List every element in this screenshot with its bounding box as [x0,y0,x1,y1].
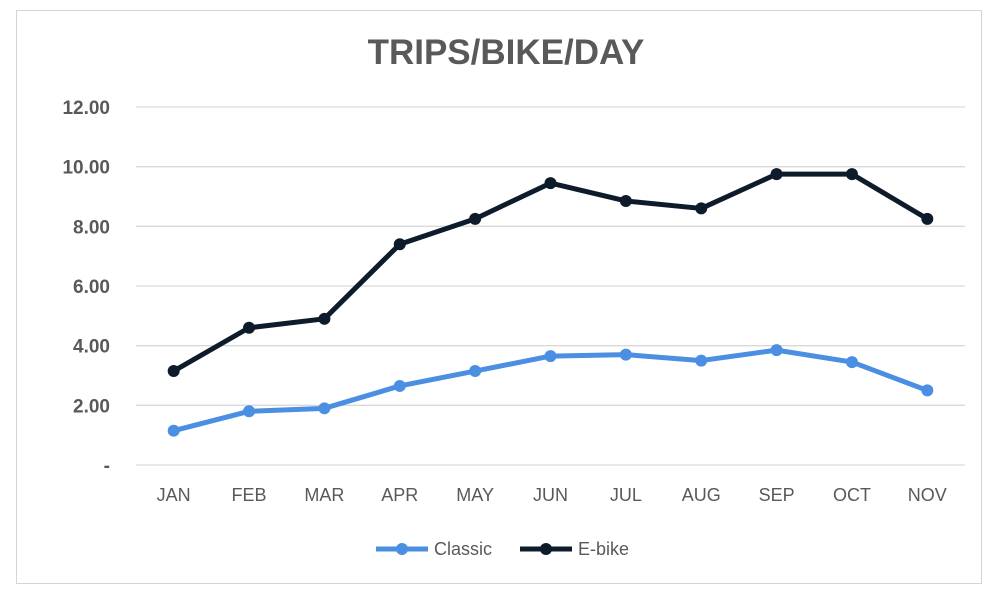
data-point-classic [393,379,406,392]
x-tick-label: JUN [533,485,568,505]
series-group [167,168,934,437]
x-tick-label: JUL [610,485,642,505]
series-line-e-bike [171,171,930,374]
data-point-e-bike [469,212,482,225]
x-tick-label: AUG [682,485,721,505]
y-tick-label: 2.00 [73,396,110,417]
data-point-e-bike [770,168,783,181]
chart-title: TRIPS/BIKE/DAY [368,33,645,72]
series-e-bike [167,168,934,378]
data-point-classic [469,365,482,378]
x-tick-label: MAY [456,485,494,505]
x-tick-label: NOV [908,485,947,505]
y-tick-label: - [104,456,110,477]
chart-frame [16,10,982,584]
y-tick-label: 12.00 [62,98,110,119]
y-tick-label: 4.00 [73,337,110,358]
legend-item-classic: Classic [376,539,492,559]
data-point-e-bike [318,312,331,325]
x-tick-label: MAR [304,485,344,505]
legend-item-e-bike: E-bike [520,539,629,559]
x-tick-label: JAN [157,485,191,505]
data-point-e-bike [845,168,858,181]
data-point-e-bike [393,238,406,251]
data-point-classic [243,405,256,418]
data-point-classic [318,402,331,415]
legend-marker-e-bike [540,543,552,555]
data-point-classic [845,356,858,369]
data-point-classic [695,354,708,367]
y-axis-ticks: - 2.00 4.00 6.00 8.00 10.00 12.00 [62,98,110,477]
y-tick-label: 10.00 [62,158,110,179]
data-point-classic [619,348,632,361]
data-point-e-bike [544,177,557,190]
gridlines [136,106,965,466]
legend: Classic E-bike [376,539,629,559]
data-point-e-bike [619,194,632,207]
data-point-e-bike [695,202,708,215]
data-point-e-bike [243,321,256,334]
data-point-classic [544,350,557,363]
x-tick-label: SEP [759,485,795,505]
data-point-e-bike [167,365,180,378]
data-point-classic [167,424,180,437]
x-tick-label: APR [381,485,418,505]
x-tick-label: OCT [833,485,871,505]
data-point-classic [921,384,934,397]
y-tick-label: 6.00 [73,277,110,298]
x-tick-label: FEB [232,485,267,505]
y-tick-label: 8.00 [73,217,110,238]
legend-label-e-bike: E-bike [578,539,629,559]
series-line-classic [171,347,930,434]
data-point-e-bike [921,212,934,225]
data-point-classic [770,344,783,357]
legend-marker-classic [396,543,408,555]
series-classic [167,344,934,437]
legend-label-classic: Classic [434,539,492,559]
x-axis-ticks: JAN FEB MAR APR MAY JUN JUL AUG SEP OCT NOV [157,485,947,505]
